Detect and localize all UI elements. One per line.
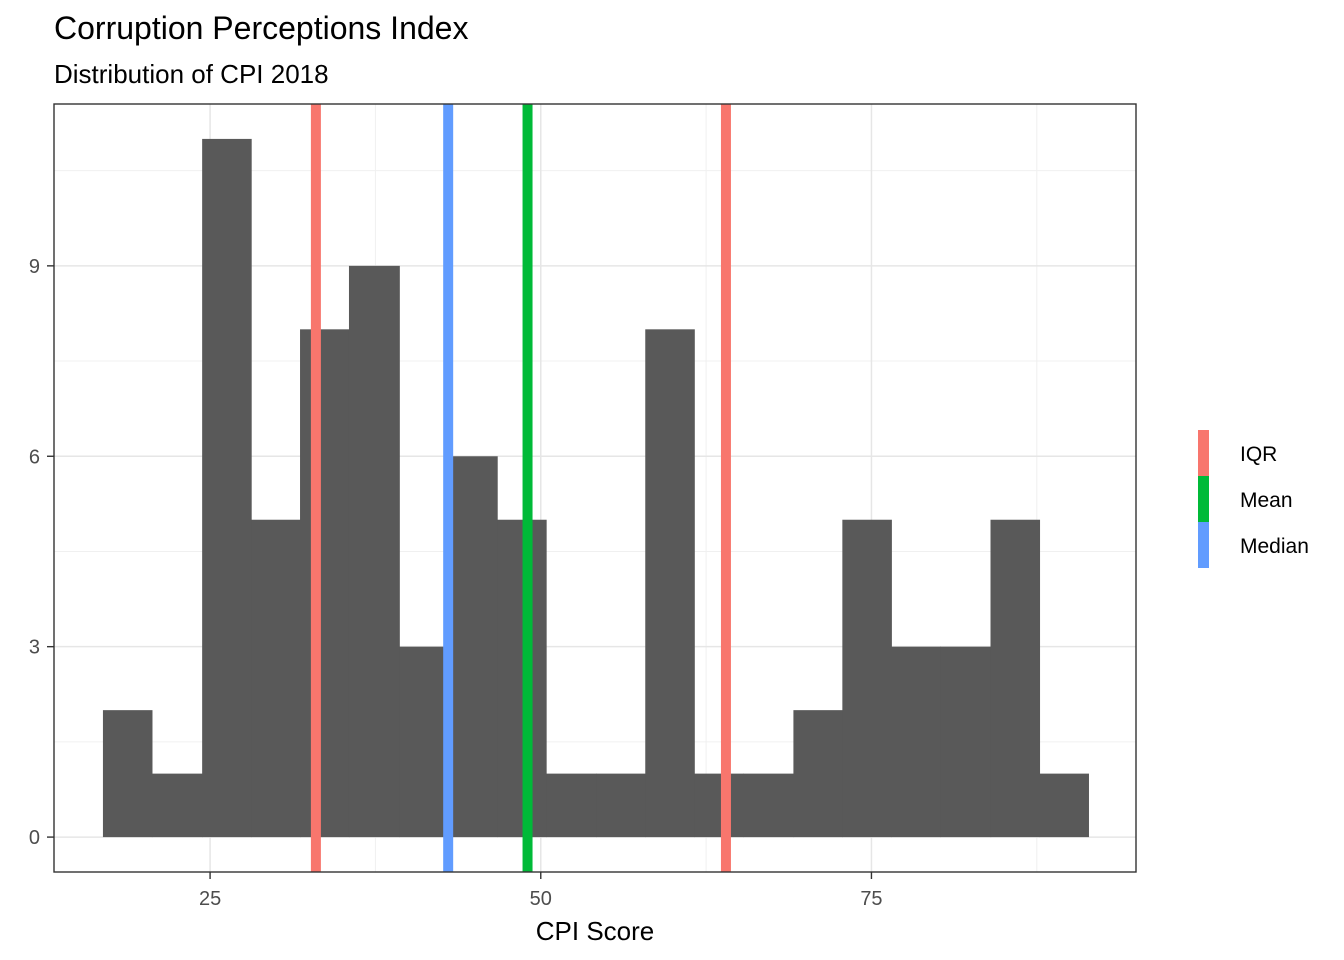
chart-title: Corruption Perceptions Index <box>54 10 469 46</box>
axes: 25 50 75 0 3 6 9 <box>29 256 883 910</box>
x-tick-label: 25 <box>199 888 221 910</box>
histogram-bar <box>497 519 547 838</box>
reference-lines <box>310 104 731 872</box>
legend-key-median <box>1198 522 1209 568</box>
histogram-bar <box>300 329 350 838</box>
chart-subtitle: Distribution of CPI 2018 <box>54 59 329 89</box>
y-tick-label: 0 <box>29 827 40 849</box>
histogram-bar <box>348 265 400 838</box>
x-tick-label: 50 <box>530 888 552 910</box>
histogram-bar <box>990 519 1041 838</box>
histogram-bar <box>151 773 203 838</box>
histogram-bar <box>891 646 941 838</box>
histogram-bar <box>202 138 252 838</box>
legend-label-mean: Mean <box>1240 489 1293 512</box>
x-tick-label: 75 <box>860 888 882 910</box>
histogram-bar <box>546 773 597 838</box>
histogram-bar <box>399 646 449 838</box>
histogram-bar <box>793 710 843 838</box>
x-axis-title: CPI Score <box>536 916 655 946</box>
legend-label-iqr: IQR <box>1240 443 1277 466</box>
histogram-bar <box>251 519 301 838</box>
legend-key-mean <box>1198 476 1209 522</box>
histogram-bar <box>448 456 498 838</box>
histogram-bar <box>842 519 892 838</box>
legend-label-median: Median <box>1240 535 1309 558</box>
histogram-bar <box>645 329 695 838</box>
panel-border <box>53 103 1137 873</box>
y-tick-label: 9 <box>29 256 40 278</box>
y-tick-label: 6 <box>29 446 40 468</box>
histogram-bar <box>743 773 795 838</box>
histogram-bar <box>1039 773 1089 838</box>
histogram-bars <box>102 138 1089 838</box>
histogram-bar <box>596 773 646 838</box>
y-tick-label: 3 <box>29 637 40 659</box>
histogram-bar <box>940 646 992 838</box>
histogram-bar <box>102 710 153 838</box>
histogram-bar <box>694 773 744 838</box>
legend-key-iqr <box>1198 430 1209 476</box>
legend: IQR Mean Median <box>1198 430 1309 568</box>
